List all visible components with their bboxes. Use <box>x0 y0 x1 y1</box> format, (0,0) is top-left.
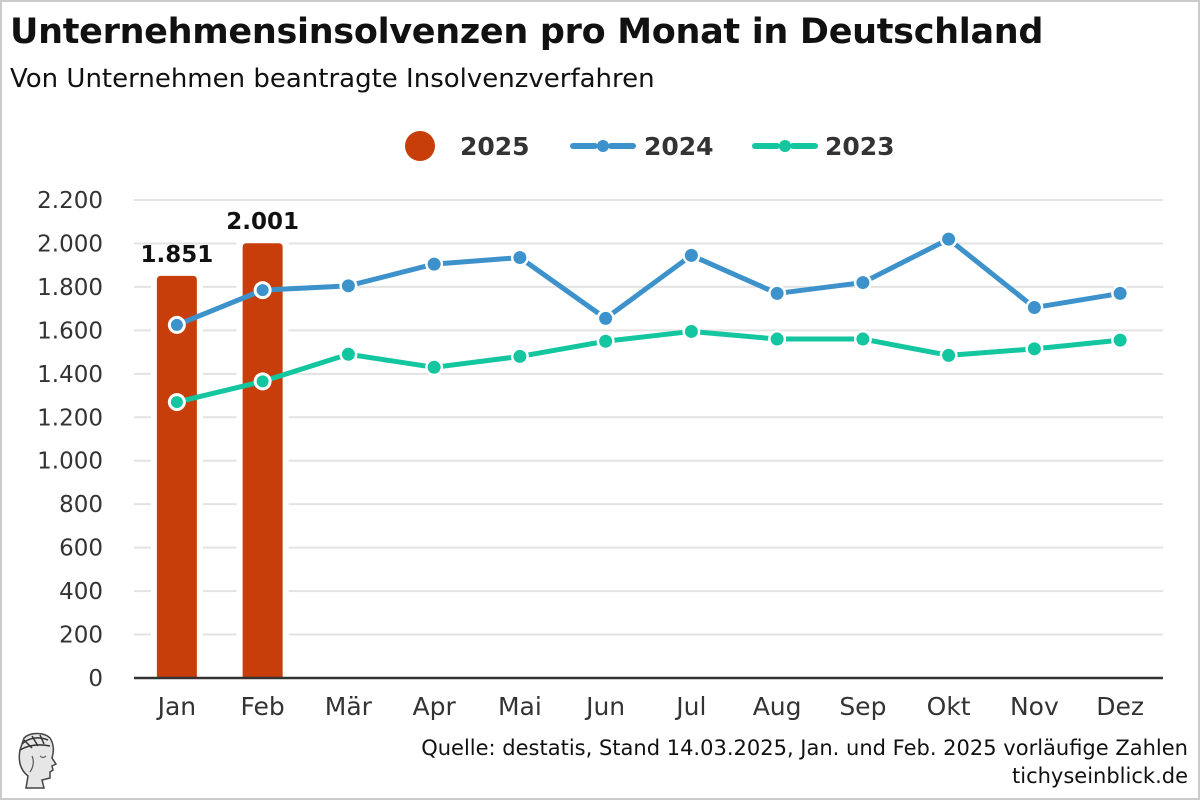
point-2024-Jul <box>684 248 698 262</box>
bar-data-label: 1.851 <box>140 242 213 268</box>
x-tick-label: Dez <box>1096 692 1144 721</box>
legend-marker-2025 <box>405 131 435 161</box>
y-tick-label: 2.000 <box>37 231 103 257</box>
site-credit: tichyseinblick.de <box>1012 764 1188 788</box>
source-text: Quelle: destatis, Stand 14.03.2025, Jan.… <box>421 736 1188 760</box>
y-tick-label: 2.200 <box>37 188 103 214</box>
data-labels: 1.851 2.001 <box>140 209 299 268</box>
bars-2025 <box>150 239 289 678</box>
point-2023-Apr <box>427 360 441 374</box>
point-2024-Aug <box>770 286 784 300</box>
hermes-head-logo-icon <box>10 730 60 792</box>
x-axis-ticks: Jan Feb Mär Apr Mai Jun Jul Aug Sep Okt Nov Dez <box>156 692 1144 721</box>
point-2023-Jul <box>684 324 698 338</box>
chart-title: Unternehmensinsolvenzen pro Monat in Deu… <box>10 12 1044 52</box>
point-2024-Mai <box>513 251 527 265</box>
point-2024-Jan <box>170 318 183 331</box>
x-tick-label: Mai <box>498 692 542 721</box>
y-tick-label: 200 <box>59 623 103 649</box>
point-2023-Mär <box>341 347 355 361</box>
bar-2025-Feb <box>242 243 283 678</box>
line-2023 <box>176 328 1121 405</box>
source-note: Quelle: destatis, Stand 14.03.2025, Jan.… <box>421 734 1188 790</box>
point-2023-Feb <box>256 375 269 388</box>
line-2024 <box>175 236 1121 328</box>
point-2024-Dez <box>1113 286 1127 300</box>
point-2024-Sep <box>856 276 870 290</box>
point-2023-Sep <box>856 332 870 346</box>
x-tick-label: Okt <box>927 692 971 721</box>
bar-data-label: 2.001 <box>226 209 299 235</box>
x-tick-label: Aug <box>753 692 802 721</box>
legend-label-2024: 2024 <box>644 132 714 161</box>
x-tick-label: Nov <box>1010 692 1059 721</box>
y-tick-label: 1.800 <box>37 275 103 301</box>
point-2024-Apr <box>427 257 441 271</box>
point-2024-Feb <box>256 284 269 297</box>
point-2024-Jun <box>599 311 613 325</box>
point-2024-Mär <box>341 279 355 293</box>
y-axis-ticks: 0 200 400 600 800 1.000 1.200 1.400 1.600 1.800 2.… <box>37 188 103 692</box>
point-2024-Nov <box>1027 301 1041 315</box>
legend-dot-2024 <box>597 140 609 152</box>
point-2023-Jan <box>170 396 183 409</box>
legend: 2025 2024 2023 <box>405 131 895 161</box>
line-series-2024 <box>167 230 1130 334</box>
legend-label-2023: 2023 <box>825 132 895 161</box>
x-tick-label: Sep <box>839 692 886 721</box>
y-tick-label: 0 <box>88 666 103 692</box>
y-tick-label: 800 <box>59 492 103 518</box>
point-2023-Dez <box>1113 333 1127 347</box>
legend-label-2025: 2025 <box>460 132 530 161</box>
line-series-2023 <box>167 322 1130 412</box>
bar-2025-Jan <box>156 275 197 678</box>
point-2024-Okt <box>942 232 956 246</box>
y-tick-label: 1.400 <box>37 362 103 388</box>
x-tick-label: Jan <box>156 692 197 721</box>
x-tick-label: Jul <box>674 692 706 721</box>
x-tick-label: Apr <box>413 692 457 721</box>
y-tick-label: 400 <box>59 579 103 605</box>
point-2023-Aug <box>770 332 784 346</box>
point-2023-Mai <box>513 349 527 363</box>
point-2023-Nov <box>1027 342 1041 356</box>
y-tick-label: 1.200 <box>37 405 103 431</box>
y-tick-label: 600 <box>59 536 103 562</box>
chart-subtitle: Von Unternehmen beantragte Insolvenzverf… <box>10 64 655 94</box>
point-2023-Jun <box>599 334 613 348</box>
line-series <box>167 230 1130 412</box>
x-tick-label: Jun <box>584 692 625 721</box>
x-tick-label: Mär <box>325 692 373 721</box>
y-tick-label: 1.600 <box>37 318 103 344</box>
point-2023-Okt <box>942 348 956 362</box>
x-tick-label: Feb <box>240 692 284 721</box>
legend-dot-2023 <box>779 140 791 152</box>
y-tick-label: 1.000 <box>37 449 103 475</box>
